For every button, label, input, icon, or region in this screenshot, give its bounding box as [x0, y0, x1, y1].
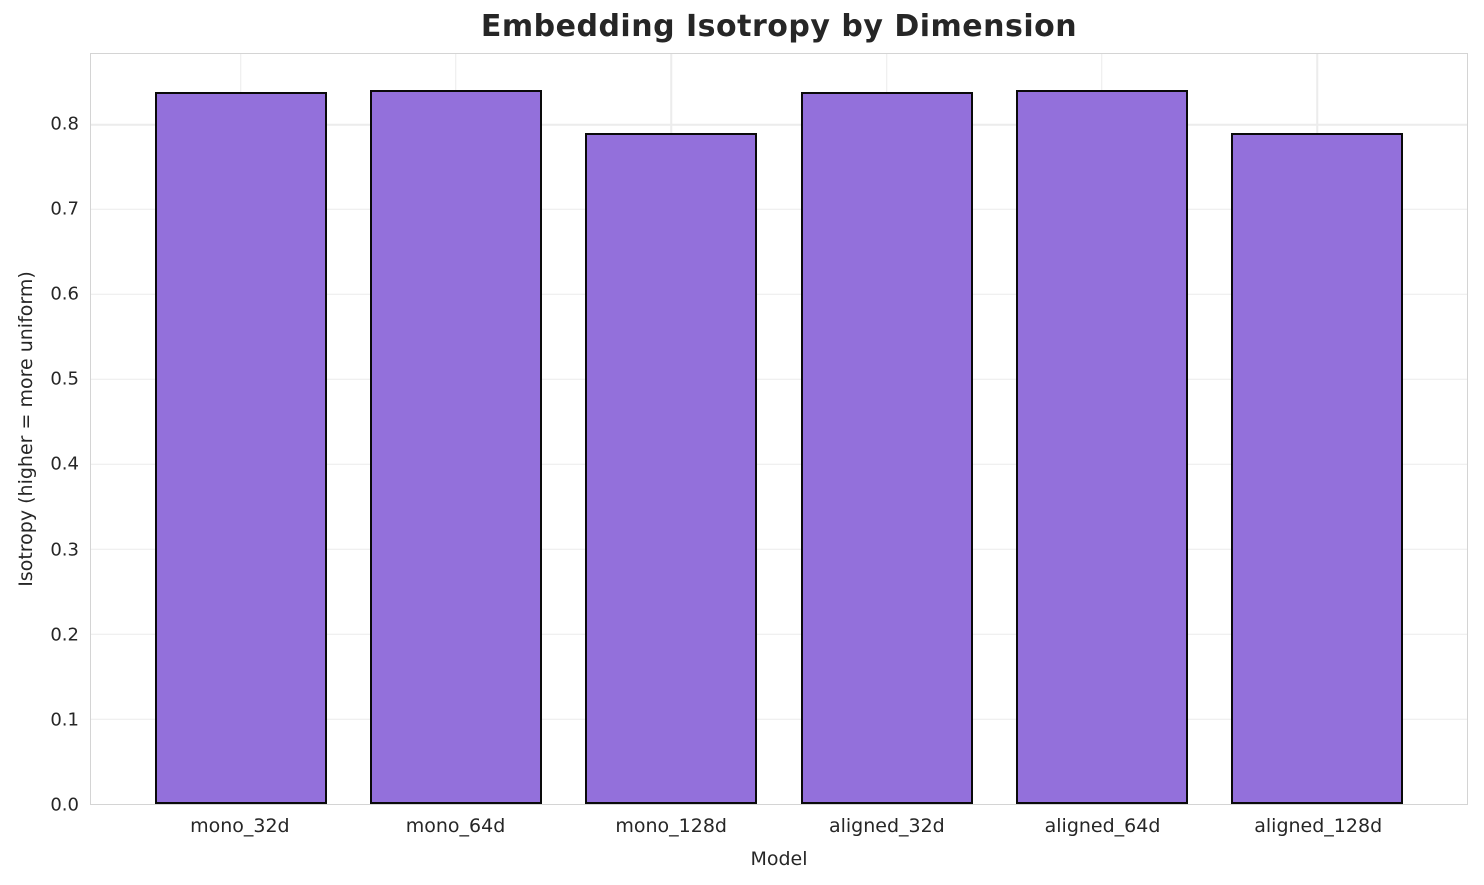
- gridline-y-0.8: [91, 123, 1467, 126]
- y-tick-label: 0.7: [50, 198, 79, 220]
- plot-area: [90, 53, 1468, 805]
- chart-title: Embedding Isotropy by Dimension: [480, 9, 1078, 44]
- bar-slot-mono_128d: [564, 54, 779, 804]
- x-axis-label: Model: [750, 848, 808, 870]
- bar-slot-aligned_128d: [1210, 54, 1425, 804]
- y-tick-label: 0.3: [50, 539, 79, 560]
- bar-slot-aligned_32d: [779, 54, 994, 804]
- y-tick-label: 0.0: [50, 794, 79, 816]
- gridline-y-0.2: [91, 633, 1467, 635]
- x-tick-label-aligned_64d: aligned_64d: [1044, 815, 1161, 837]
- x-tick-label-aligned_32d: aligned_32d: [828, 815, 945, 837]
- x-tick-label-mono_32d: mono_32d: [190, 815, 290, 837]
- gridline-y-0.1: [91, 718, 1467, 720]
- x-tick-label-mono_64d: mono_64d: [405, 815, 506, 837]
- x-tick-label-aligned_128d: aligned_128d: [1254, 815, 1383, 837]
- gridline-y-0.4: [91, 463, 1467, 465]
- gridline-y-0.7: [91, 208, 1467, 211]
- x-tick-label-mono_128d: mono_128d: [615, 815, 727, 837]
- gridline-y-0.6: [91, 293, 1467, 296]
- gridline-y-0.3: [91, 548, 1467, 550]
- bar-aligned_64d: [1015, 89, 1189, 804]
- gridline-y-0.5: [91, 378, 1467, 381]
- bar-mono_64d: [369, 89, 543, 804]
- y-tick-label: 0.8: [50, 113, 79, 135]
- bar-mono_32d: [154, 92, 327, 804]
- bar-aligned_32d: [800, 92, 973, 804]
- bar-slot-mono_32d: [133, 54, 348, 804]
- bar-mono_128d: [585, 133, 758, 804]
- bar-aligned_128d: [1231, 133, 1404, 804]
- y-tick-label: 0.4: [50, 453, 79, 475]
- x-axis-ticks: mono_32d mono_64d mono_128d aligned_32d alig…: [90, 815, 1468, 837]
- y-axis-ticks: 0.0 0.1 0.2 0.3 0.4 0.5 0.6 0.7 0.8: [0, 53, 79, 815]
- bar-slots: [91, 54, 1467, 804]
- bar-slot-aligned_64d: [994, 54, 1209, 804]
- y-tick-label: 0.2: [50, 624, 79, 646]
- y-tick-label: 0.5: [50, 368, 79, 390]
- y-tick-label: 0.1: [50, 709, 79, 731]
- y-tick-label: 0.6: [50, 283, 79, 305]
- bar-slot-mono_64d: [348, 54, 563, 804]
